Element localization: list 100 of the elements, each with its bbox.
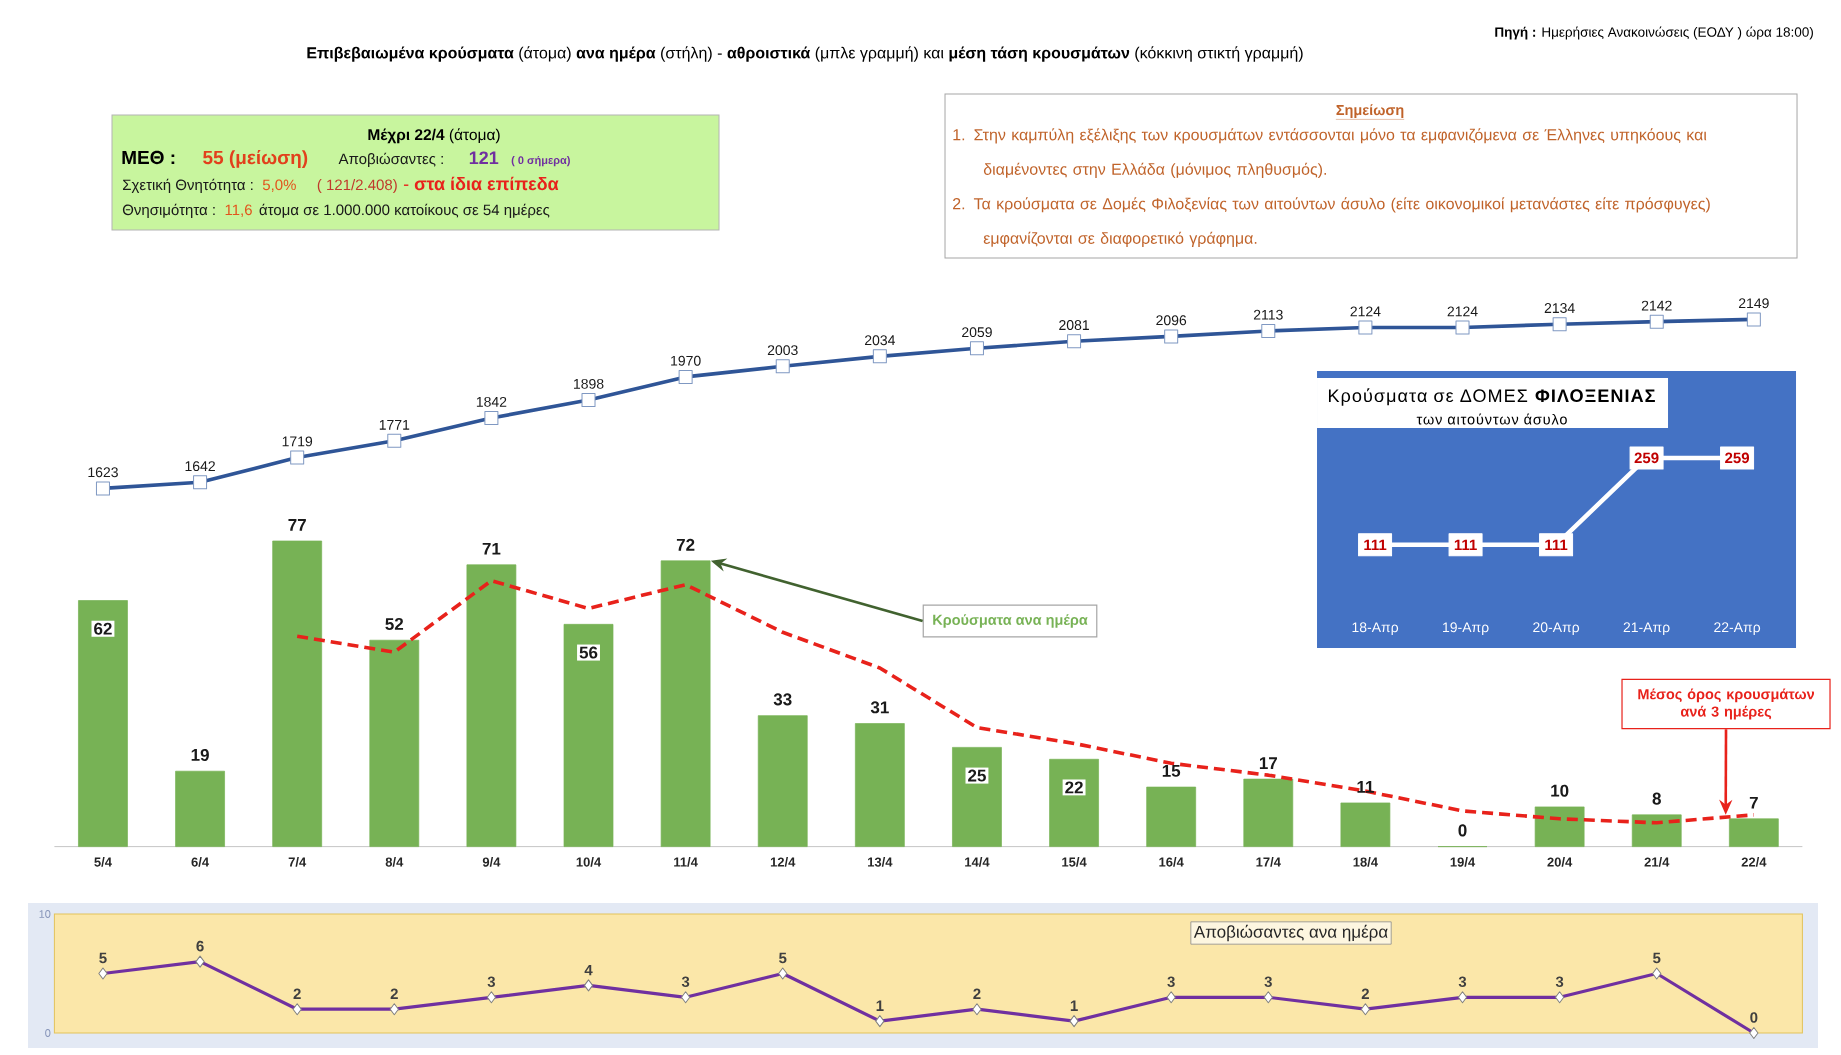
- data-label: 77: [288, 519, 306, 531]
- data-label: 3: [487, 976, 496, 988]
- x-tick-label: 21-Απρ: [1623, 622, 1670, 636]
- data-label: 1898: [574, 378, 604, 389]
- data-label: 2113: [1253, 309, 1283, 320]
- data-label: 25: [968, 769, 986, 782]
- data-label: 2149: [1738, 298, 1769, 309]
- text: Μέσος όρος κρουσμάτων ανά 3 ημέρες: [1638, 688, 1815, 720]
- x-tick-label: 20/4: [1547, 857, 1573, 867]
- data-label: 11: [1357, 781, 1374, 793]
- chart-title: Κρούσματα σε ΔΟΜΕΣ ΦΙΛΟΞΕΝΙΑΣ: [1328, 388, 1655, 406]
- data-label: 2034: [864, 335, 895, 346]
- text: - στα ίδια επίπεδα: [403, 176, 559, 191]
- bar: [1729, 818, 1779, 847]
- data-label: 2142: [1641, 300, 1672, 311]
- text: άτομα σε 1.000.000 κατοίκους σε 54 ημέρες: [259, 203, 550, 219]
- data-label: 33: [773, 693, 792, 706]
- x-tick-label: 15/4: [1062, 857, 1087, 867]
- data-label: 3: [1167, 976, 1175, 988]
- text: ( 0 σήμερα): [511, 155, 570, 167]
- data-label: 2003: [767, 345, 798, 356]
- text: Κρούσματα ανα ημέρα: [933, 614, 1088, 628]
- data-label: 2081: [1059, 320, 1089, 331]
- data-label: 1842: [476, 396, 507, 407]
- text: Πηγή : Ημερήσιες Ανακοινώσεις (ΕΟΔΥ ) ώρα 18:00): [1495, 26, 1813, 40]
- text: Αποβιώσαντες ανα ημέρα: [1193, 924, 1388, 942]
- x-tick-label: 19-Απρ: [1443, 622, 1489, 636]
- bar: [660, 560, 711, 847]
- bar: [466, 564, 517, 847]
- x-tick-label: 5/4: [94, 857, 112, 867]
- x-tick-label: 20-Απρ: [1533, 622, 1580, 636]
- text: ( 121/2.408): [317, 179, 397, 194]
- data-label: 62: [94, 622, 112, 635]
- bar: [175, 770, 225, 847]
- data-label: 3: [1555, 976, 1564, 988]
- data-label: 19: [191, 748, 209, 761]
- data-label: 5: [779, 952, 787, 964]
- x-tick-label: 6/4: [191, 857, 210, 867]
- data-label: 3: [681, 976, 690, 988]
- x-tick-label: 16/4: [1159, 857, 1184, 867]
- data-label: 56: [579, 646, 598, 659]
- x-tick-label: 12/4: [770, 857, 796, 867]
- bar: [1146, 786, 1197, 847]
- chart-subtitle: των αιτούντων άσυλο: [1416, 413, 1567, 425]
- data-label: 52: [385, 617, 404, 631]
- data-label: 17: [1259, 757, 1277, 769]
- data-label: 1623: [88, 467, 118, 478]
- x-tick-label: 11/4: [674, 857, 698, 867]
- bar: [563, 623, 614, 847]
- x-tick-label: 14/4: [965, 857, 990, 867]
- text: ΜΕΘ :: [122, 150, 175, 165]
- data-label: 10: [1551, 784, 1569, 797]
- bar: [855, 723, 905, 847]
- data-label: 2134: [1544, 303, 1575, 314]
- x-tick-label: 10/4: [576, 857, 602, 867]
- x-tick-label: 22/4: [1741, 857, 1767, 867]
- data-label: 2124: [1350, 306, 1381, 317]
- bar: [1534, 806, 1585, 847]
- bar: [1340, 802, 1391, 847]
- x-tick-label: 18-Απρ: [1352, 622, 1399, 636]
- text: Σχετική Θνητότητα :: [122, 178, 253, 194]
- data-label: 4: [584, 964, 593, 976]
- data-label: 15: [1162, 765, 1181, 777]
- data-label: 1: [876, 1000, 884, 1011]
- text: 11,6: [225, 204, 252, 217]
- data-label: 1970: [671, 355, 701, 366]
- x-tick-label: 18/4: [1353, 857, 1378, 867]
- x-tick-label: 13/4: [868, 857, 893, 867]
- text: 1. Στην καμπύλη εξέλιξης των κρουσμάτων εντάσσονται μόνο τα εμφανιζόμενα σε Έλληνες υπηκόους και διαμένοντες στην Ελλάδα (μόνιμος πληθυσμός).: [953, 128, 1707, 179]
- data-label: 2: [973, 988, 981, 999]
- data-label: 22: [1065, 781, 1083, 794]
- text: 2. Τα κρούσματα σε Δομές Φιλοξενίας των αιτούντων άσυλο (είτε οικονομικοί μετανάστες είτε πρόσφυγες) εμφανίζονται σε διαφορετικό γράφημα.: [953, 197, 1710, 248]
- data-label: 2096: [1156, 315, 1187, 326]
- data-label: 5: [99, 952, 107, 964]
- bar: [757, 715, 808, 847]
- text: 5,0%: [262, 179, 296, 192]
- bar: [1631, 814, 1682, 847]
- x-tick-label: 21/4: [1644, 857, 1670, 867]
- bar: [1049, 758, 1099, 847]
- text: 121: [469, 151, 499, 164]
- data-label: 7: [1749, 796, 1758, 809]
- data-label: 1: [1070, 1000, 1078, 1011]
- data-label: 72: [676, 538, 695, 551]
- x-tick-label: 17/4: [1256, 857, 1281, 867]
- data-label: 2124: [1447, 306, 1478, 317]
- text: Αποβιώσαντες :: [338, 152, 443, 168]
- data-label: 1642: [185, 461, 215, 472]
- data-label: 1771: [379, 420, 410, 430]
- x-tick-label: 22-Απρ: [1714, 622, 1761, 636]
- bar: [78, 600, 128, 847]
- data-label: 3: [1458, 976, 1467, 988]
- data-label: 2059: [962, 327, 992, 338]
- text: 55 (μείωση): [203, 150, 308, 168]
- data-label: 71: [482, 542, 501, 555]
- text: Μέχρι 22/4 (άτομα): [368, 128, 500, 144]
- data-label: 31: [870, 701, 889, 714]
- data-label: 5: [1653, 952, 1661, 964]
- data-label: 2: [1361, 988, 1369, 999]
- data-label: 0: [1458, 824, 1467, 837]
- data-label: 3: [1264, 976, 1272, 988]
